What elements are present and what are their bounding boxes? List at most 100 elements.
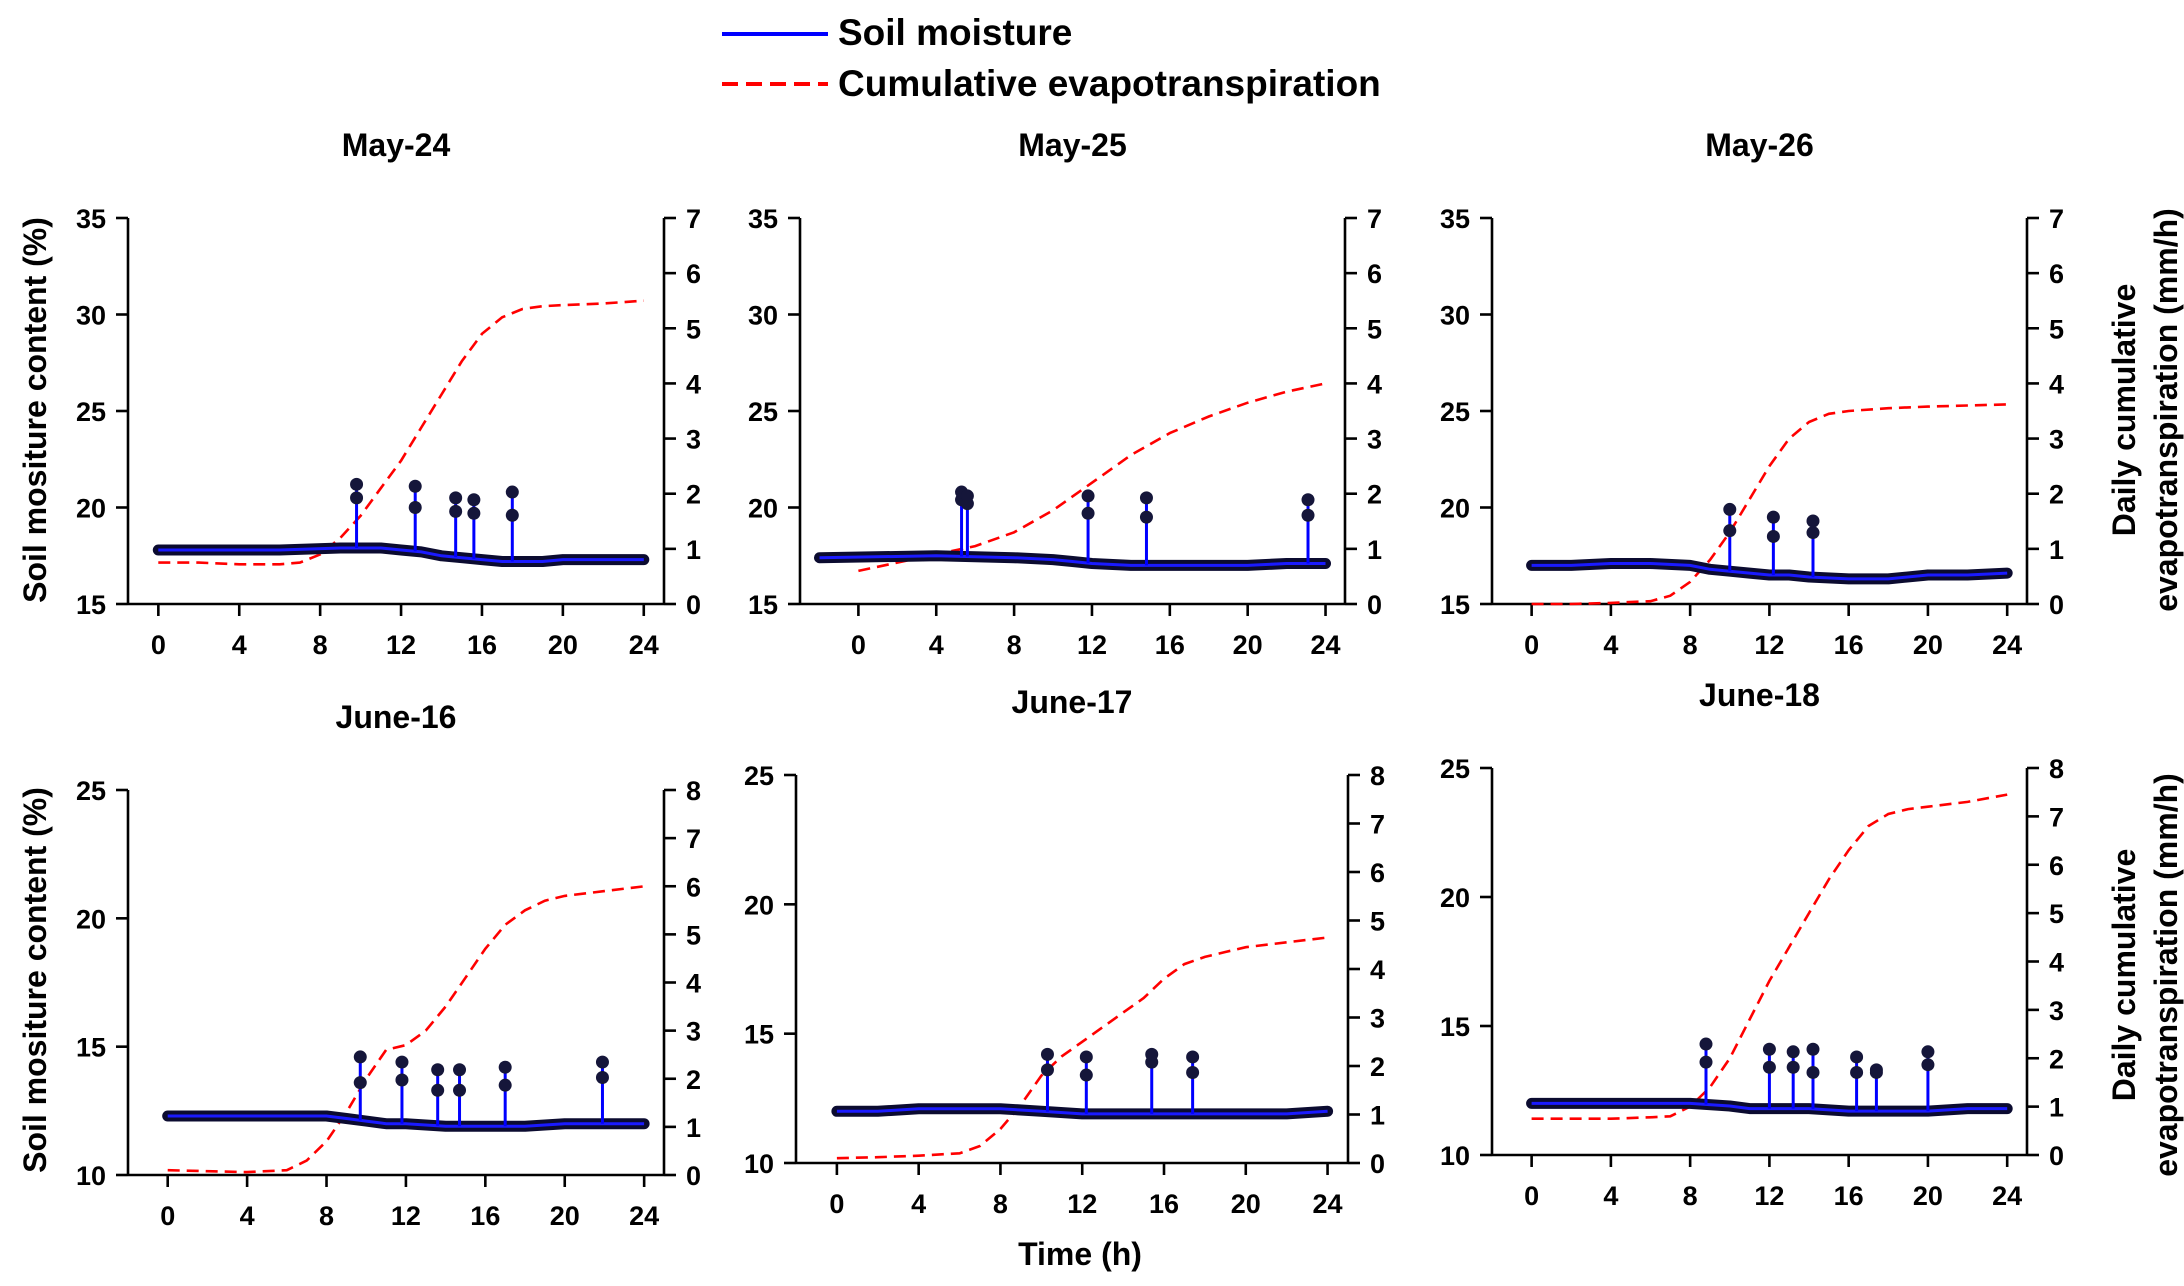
moisture-spike-point xyxy=(1081,489,1095,503)
y-axis-right-label-top: Daily cumulative evapotranspiration (mm/… xyxy=(2106,208,2184,612)
y-tick-right-label: 2 xyxy=(2049,480,2064,510)
x-tick-label: 16 xyxy=(1834,1181,1864,1211)
y-axis-right-label-top-line2: evapotranspiration (mm/h) xyxy=(2148,208,2184,612)
y-tick-right-label: 6 xyxy=(686,872,701,902)
moisture-spike-point xyxy=(1921,1058,1935,1072)
x-tick-label: 12 xyxy=(1077,630,1107,660)
x-tick-label: 8 xyxy=(1683,1181,1698,1211)
panel-title: June-17 xyxy=(1012,684,1133,720)
moisture-spike-point xyxy=(1762,1042,1776,1056)
y-tick-right-label: 1 xyxy=(1370,1101,1385,1131)
x-tick-label: 0 xyxy=(160,1201,175,1231)
moisture-spike-point xyxy=(453,1083,467,1097)
y-tick-right-label: 3 xyxy=(1370,1004,1385,1034)
moisture-spike-point xyxy=(1723,502,1737,516)
x-tick-label: 16 xyxy=(1834,630,1864,660)
moisture-spike-point xyxy=(1762,1060,1776,1074)
series-cumulative-et xyxy=(1531,403,2008,606)
x-tick-label: 12 xyxy=(1754,1181,1784,1211)
moisture-spike-point xyxy=(1040,1047,1054,1061)
y-tick-right-label: 1 xyxy=(2049,1093,2064,1123)
y-tick-left-label: 35 xyxy=(748,204,778,234)
y-tick-right-label: 3 xyxy=(686,425,701,455)
y-tick-right-label: 5 xyxy=(686,314,701,344)
y-tick-left-label: 20 xyxy=(744,890,774,920)
x-tick-label: 0 xyxy=(1524,630,1539,660)
series-cumulative-et xyxy=(836,936,1328,1160)
panel-title: May-25 xyxy=(1018,127,1127,163)
x-tick-label: 16 xyxy=(467,630,497,660)
x-tick-label: 24 xyxy=(1992,1181,2022,1211)
series-soil-moisture xyxy=(1531,1101,2008,1113)
y-tick-left-label: 25 xyxy=(1440,397,1470,427)
x-tick-label: 24 xyxy=(1313,1189,1343,1219)
moisture-spike-point xyxy=(1139,491,1153,505)
moisture-spike-point xyxy=(467,506,481,520)
y-tick-left-label: 25 xyxy=(76,397,106,427)
y-tick-left-label: 15 xyxy=(1440,590,1470,620)
x-tick-label: 8 xyxy=(313,630,328,660)
y-tick-left-label: 30 xyxy=(1440,301,1470,331)
y-tick-left-label: 20 xyxy=(1440,494,1470,524)
y-tick-right-label: 8 xyxy=(686,776,701,806)
moisture-spike-point xyxy=(449,491,463,505)
moisture-spike-point xyxy=(1301,508,1315,522)
moisture-spike-point xyxy=(1723,524,1737,538)
moisture-spike-point xyxy=(1806,1065,1820,1079)
x-tick-label: 16 xyxy=(470,1201,500,1231)
moisture-spike-point xyxy=(498,1078,512,1092)
moisture-spike-point xyxy=(467,493,481,507)
moisture-spike-point xyxy=(395,1055,409,1069)
x-tick-label: 20 xyxy=(1233,630,1263,660)
y-tick-right-label: 4 xyxy=(1367,369,1382,399)
series-soil-moisture xyxy=(158,546,644,563)
x-tick-label: 4 xyxy=(911,1189,926,1219)
legend-et-label: Cumulative evapotranspiration xyxy=(838,63,1381,104)
x-tick-label: 24 xyxy=(629,1201,659,1231)
series-soil-moisture xyxy=(167,1114,645,1128)
panel-title: May-26 xyxy=(1705,127,1814,163)
x-tick-label: 20 xyxy=(1913,1181,1943,1211)
x-tick-label: 16 xyxy=(1155,630,1185,660)
y-tick-right-label: 6 xyxy=(1367,259,1382,289)
x-tick-label: 4 xyxy=(232,630,247,660)
moisture-spike-point xyxy=(408,501,422,514)
y-axis-right-label-top-line1: Daily cumulative xyxy=(2106,284,2142,537)
y-tick-right-label: 1 xyxy=(686,535,701,565)
x-tick-label: 16 xyxy=(1149,1189,1179,1219)
y-tick-right-label: 7 xyxy=(686,824,701,854)
panel-title: June-16 xyxy=(336,699,457,735)
series-soil-moisture xyxy=(836,1107,1328,1116)
moisture-spike-point xyxy=(595,1070,609,1084)
y-tick-left-label: 15 xyxy=(1440,1012,1470,1042)
panel-title: May-24 xyxy=(342,127,451,163)
x-tick-label: 4 xyxy=(1603,1181,1618,1211)
x-tick-label: 0 xyxy=(1524,1181,1539,1211)
moisture-spike-point xyxy=(1806,1042,1820,1056)
y-tick-right-label: 2 xyxy=(2049,1044,2064,1074)
x-tick-label: 24 xyxy=(1992,630,2022,660)
moisture-spike-point xyxy=(1699,1037,1713,1051)
y-tick-right-label: 2 xyxy=(1367,480,1382,510)
y-tick-right-label: 8 xyxy=(1370,761,1385,791)
series-cumulative-et xyxy=(158,299,644,566)
x-tick-label: 12 xyxy=(1067,1189,1097,1219)
moisture-spike-point xyxy=(1850,1065,1864,1079)
y-axis-left-label-top: Soil mositure content (%) xyxy=(17,217,53,603)
x-axis-label: Time (h) xyxy=(1018,1236,1142,1272)
y-tick-right-label: 6 xyxy=(2049,259,2064,289)
y-tick-right-label: 0 xyxy=(686,1161,701,1191)
y-tick-right-label: 1 xyxy=(2049,535,2064,565)
y-tick-left-label: 15 xyxy=(744,1020,774,1050)
x-tick-label: 4 xyxy=(1603,630,1618,660)
moisture-spike-point xyxy=(1040,1063,1054,1077)
y-tick-left-label: 20 xyxy=(1440,883,1470,913)
y-tick-left-label: 20 xyxy=(748,494,778,524)
moisture-spike-point xyxy=(1786,1045,1800,1059)
y-tick-right-label: 7 xyxy=(2049,204,2064,234)
y-tick-right-label: 0 xyxy=(2049,590,2064,620)
